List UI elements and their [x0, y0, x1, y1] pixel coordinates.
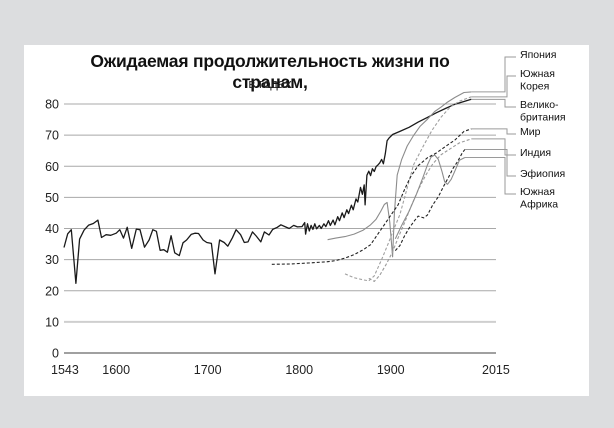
- x-tick-label: 1800: [285, 363, 313, 377]
- legend-leader-line: [471, 75, 516, 98]
- series-line: [394, 154, 466, 240]
- gridlines: [64, 103, 496, 354]
- x-tick-label: 1900: [377, 363, 405, 377]
- y-axis-ticks: 0 10 20 30 40 50 60 70 80: [45, 98, 59, 361]
- series-line: [368, 138, 472, 282]
- legend-leader-line: [471, 128, 516, 135]
- y-tick-label: 20: [45, 284, 59, 298]
- legend-label: Индия: [520, 147, 551, 159]
- y-tick-label: 0: [52, 347, 59, 361]
- series-line: [394, 149, 466, 251]
- legend-label: Южная Корея: [520, 68, 555, 93]
- y-tick-label: 80: [45, 98, 59, 112]
- x-tick-label: 1543: [51, 363, 79, 377]
- legend-label: Велико-британия: [520, 99, 566, 124]
- legend: Япония Южная Корея Велико-британия Мир Индия Э…: [464, 49, 566, 211]
- chart-title: Ожидаемая продолжительность жизни по стр…: [90, 51, 450, 92]
- legend-leader-line: [471, 56, 516, 93]
- y-tick-label: 50: [45, 191, 59, 205]
- legend-leader-line: [471, 138, 516, 156]
- x-tick-label: 2015: [482, 363, 510, 377]
- x-tick-label: 1700: [194, 363, 222, 377]
- legend-label: Южная Африка: [520, 186, 558, 211]
- chart-subtitle: в годах: [248, 76, 292, 91]
- legend-label: Япония: [520, 49, 556, 61]
- legend-label: Мир: [520, 126, 541, 138]
- series-line: [63, 98, 472, 284]
- legend-leader-line: [471, 98, 516, 108]
- y-tick-label: 30: [45, 253, 59, 267]
- legend-label: Эфиопия: [520, 168, 565, 180]
- y-tick-label: 70: [45, 129, 59, 143]
- series-line: [271, 128, 472, 265]
- legend-leader-line: [464, 157, 516, 195]
- y-tick-label: 10: [45, 315, 59, 329]
- x-tick-label: 1600: [102, 363, 130, 377]
- y-tick-label: 40: [45, 222, 59, 236]
- y-tick-label: 60: [45, 160, 59, 174]
- series-line: [327, 91, 472, 258]
- data-series: [63, 91, 472, 284]
- x-axis-ticks: 1543 1600 1700 1800 1900 2015: [51, 363, 510, 377]
- legend-leader-line: [464, 148, 516, 177]
